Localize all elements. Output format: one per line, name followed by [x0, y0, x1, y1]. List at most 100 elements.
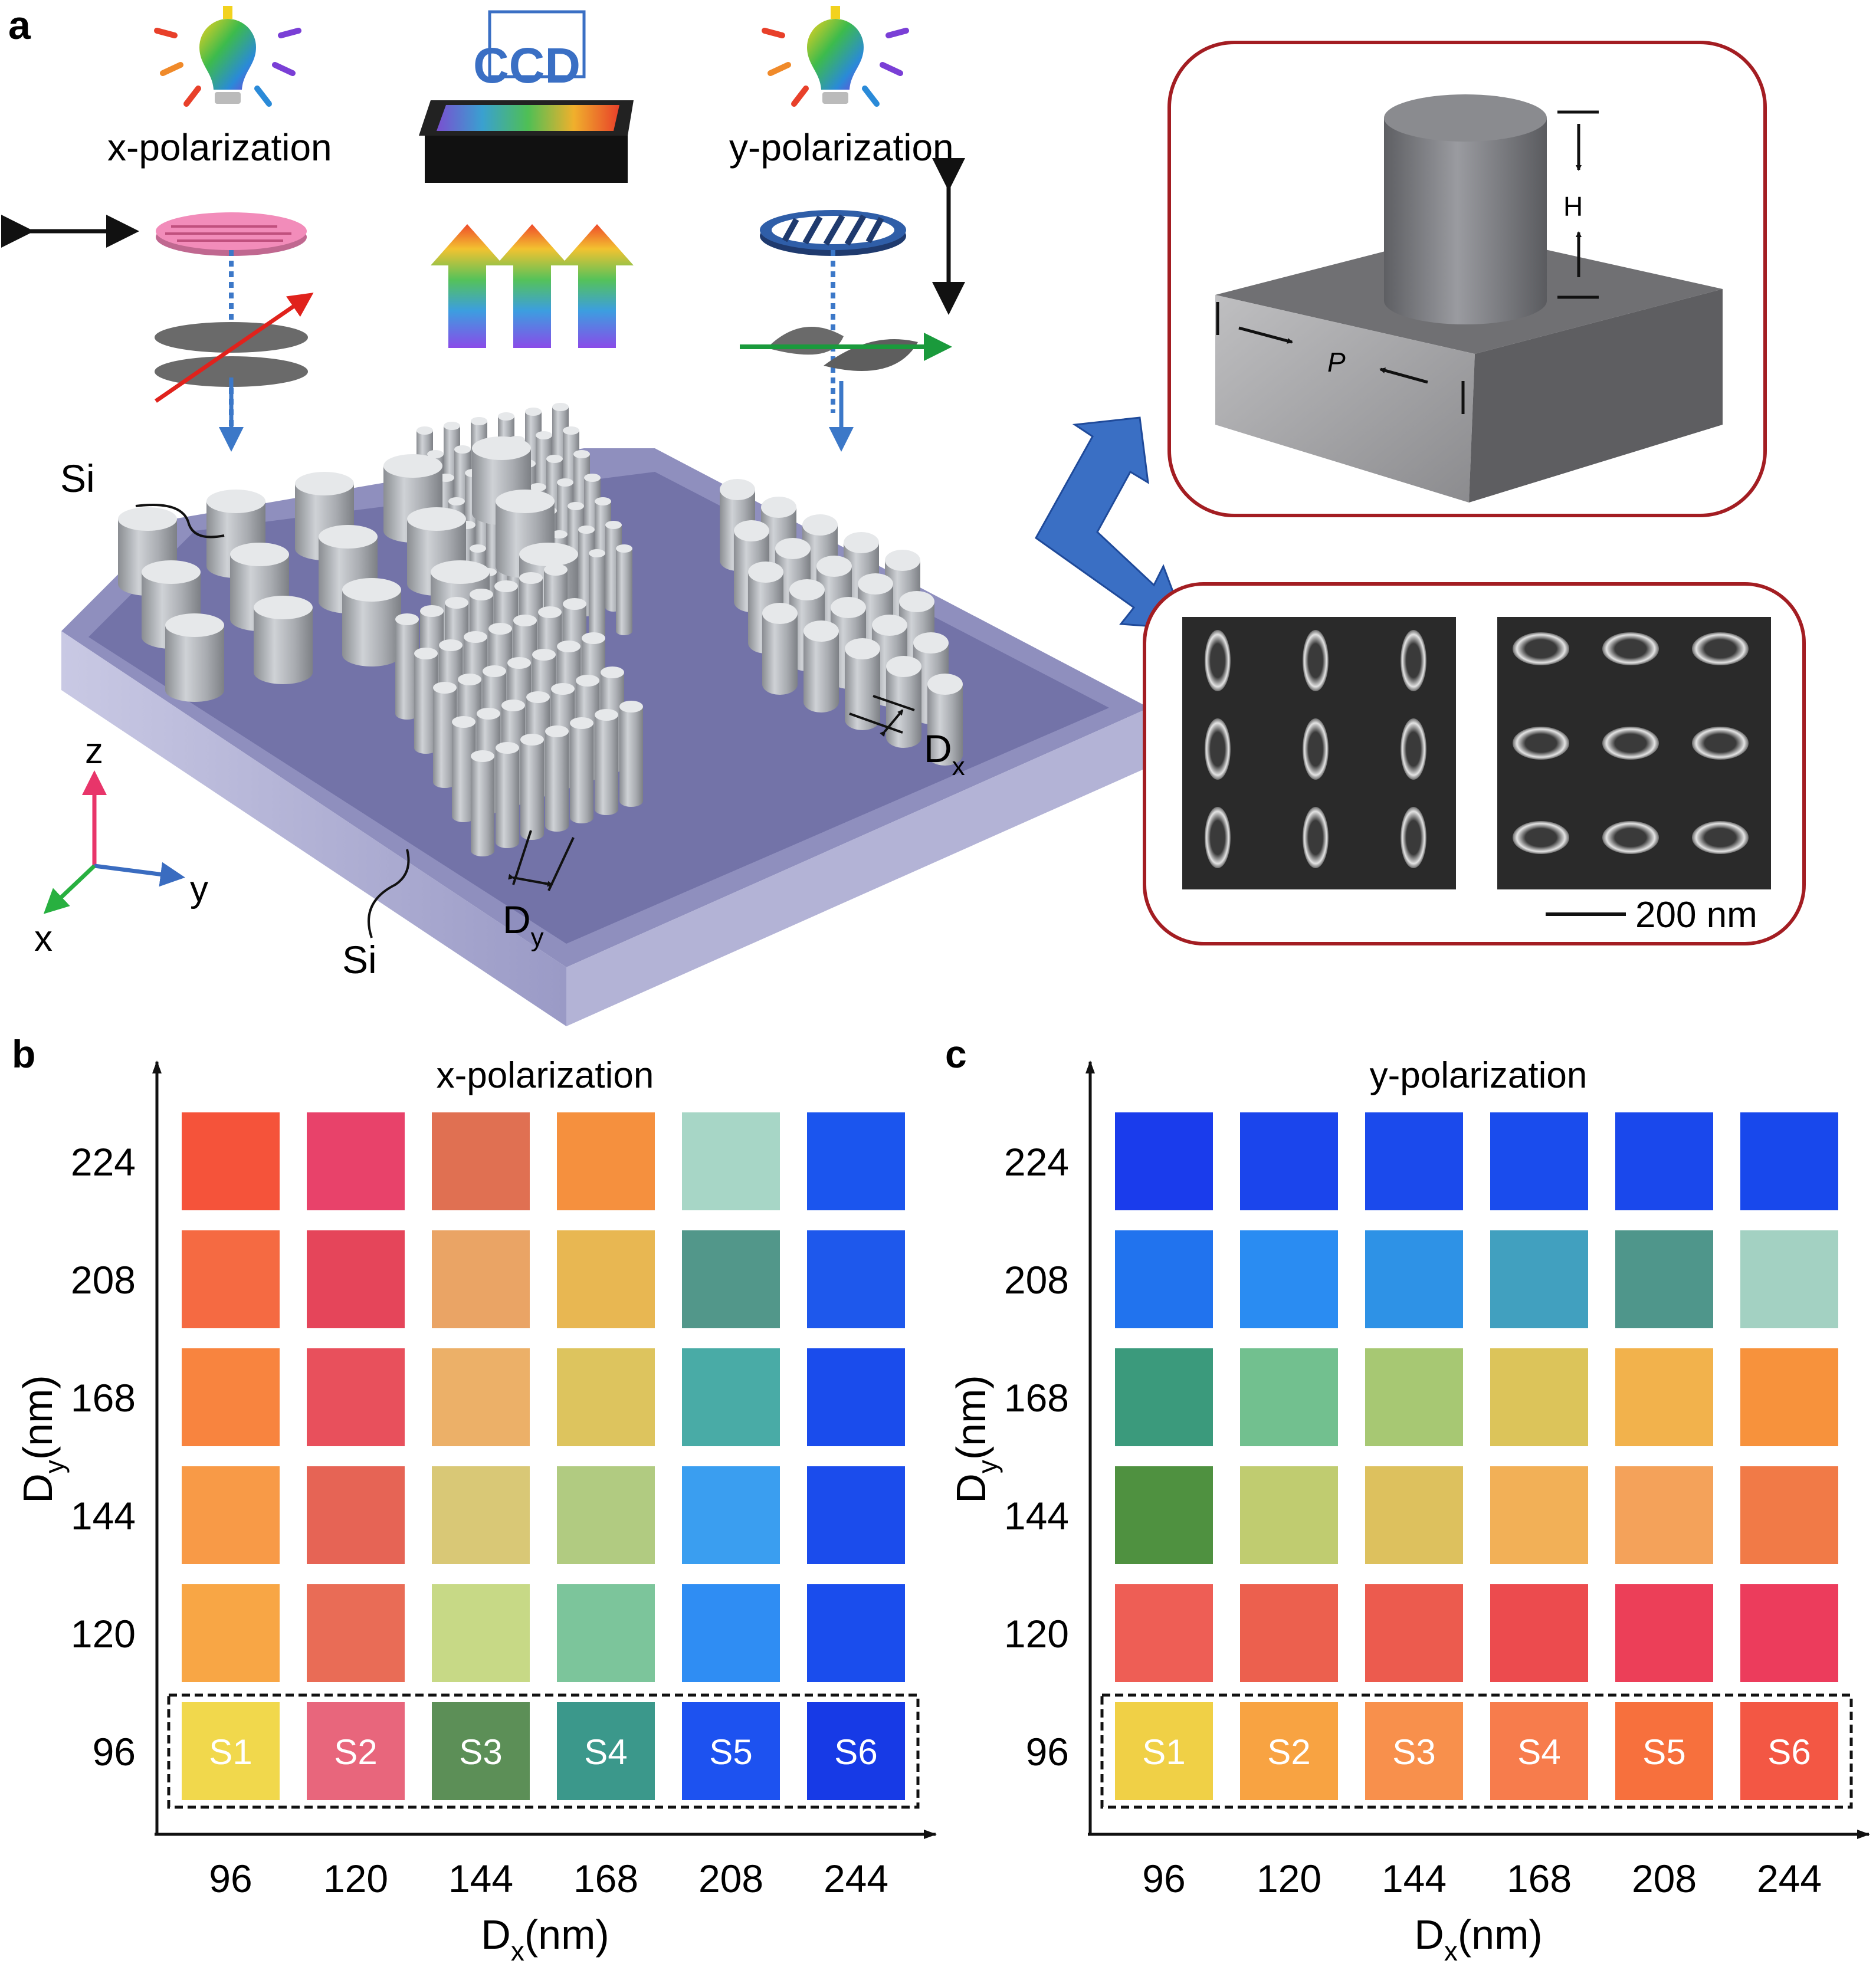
- x-tick-label: 120: [323, 1857, 388, 1900]
- light-bulb-left-icon: [154, 6, 301, 107]
- sem-pillar: [1602, 821, 1659, 854]
- color-swatch: [1365, 1230, 1463, 1328]
- color-swatch: [1365, 1348, 1463, 1446]
- panel-c-chart: c y-polarization S1 S2 S3 S4 S5 S6 224 208 168 144 1…: [945, 1032, 1870, 1966]
- color-swatch: [682, 1348, 780, 1446]
- nanopillar: [395, 613, 419, 720]
- nanopillar: [803, 620, 839, 712]
- sem-pillar: [1692, 632, 1749, 665]
- color-swatch: [1740, 1230, 1838, 1328]
- color-swatch: [1115, 1584, 1213, 1682]
- x-tick-label: 208: [1632, 1857, 1697, 1900]
- color-swatch: [432, 1702, 530, 1800]
- sem-pillar: [1401, 807, 1426, 868]
- color-swatch: [682, 1466, 780, 1564]
- y-tick-label: 96: [1026, 1730, 1069, 1774]
- sample-label: S3: [459, 1732, 502, 1772]
- x-tick-label: 96: [1142, 1857, 1185, 1900]
- y-tick-label: 96: [93, 1730, 136, 1774]
- color-swatch: [557, 1466, 655, 1564]
- y-polarization-label: y-polarization: [729, 126, 954, 169]
- color-swatch: [1740, 1584, 1838, 1682]
- highlight-box: [1100, 1693, 1853, 1809]
- color-swatch: [1615, 1466, 1713, 1564]
- inset-p-label: P: [1327, 347, 1346, 377]
- color-swatch: [1740, 1112, 1838, 1210]
- color-swatch: [1490, 1702, 1588, 1800]
- red-wave-arrow: [155, 293, 314, 403]
- sem-pillar: [1692, 821, 1749, 854]
- color-swatch: [182, 1466, 280, 1564]
- color-swatch: [557, 1584, 655, 1682]
- sem-pillar: [1205, 807, 1231, 868]
- y-tick-label: 144: [1004, 1494, 1069, 1538]
- waveplate-left-bottom: [155, 356, 308, 387]
- color-swatch: [1490, 1230, 1588, 1328]
- color-swatch: [1615, 1584, 1713, 1682]
- pink-polarizer-icon: [156, 212, 307, 256]
- sem-pillar: [1602, 632, 1659, 665]
- unit-cell-inset: H P: [1167, 41, 1767, 517]
- nanopillar: [520, 734, 544, 840]
- color-swatch: [1240, 1112, 1338, 1210]
- sample-label: S3: [1392, 1732, 1435, 1772]
- pillar-array: [118, 403, 963, 856]
- sample-label: S5: [1642, 1732, 1685, 1772]
- color-swatch: [807, 1112, 905, 1210]
- color-swatch: [1490, 1348, 1588, 1446]
- blue-polarizer-icon: [760, 210, 906, 256]
- sample-label: S1: [209, 1732, 252, 1772]
- dx-label: Dx: [924, 727, 965, 781]
- color-swatch: [1240, 1230, 1338, 1328]
- x-axis-label: Dx(nm): [1414, 1912, 1542, 1966]
- sample-label: S4: [584, 1732, 627, 1772]
- ccd-camera-icon: CCD: [419, 10, 634, 183]
- sem-pillar: [1692, 727, 1749, 760]
- color-swatch: [1115, 1230, 1213, 1328]
- sample-label: S1: [1142, 1732, 1185, 1772]
- color-swatch: [432, 1348, 530, 1446]
- color-swatch: [1365, 1112, 1463, 1210]
- color-swatch: [1115, 1466, 1213, 1564]
- axis-x-label: x: [34, 918, 53, 959]
- x-tick-label: 244: [1757, 1857, 1822, 1900]
- color-swatch: [1115, 1702, 1213, 1800]
- color-swatch: [807, 1348, 905, 1446]
- sample-label: S5: [709, 1732, 752, 1772]
- nanopillar: [589, 549, 605, 640]
- color-swatch: [307, 1348, 405, 1446]
- color-swatch: [1240, 1702, 1338, 1800]
- sem-pillar: [1401, 630, 1426, 691]
- sem-pillar: [1401, 718, 1426, 780]
- nanopillar: [616, 544, 632, 635]
- y-tick-label: 224: [1004, 1140, 1069, 1184]
- panel-a: a x-polarization CCD: [1, 3, 1806, 1026]
- x-polarization-label: x-polarization: [107, 126, 332, 169]
- nanopillar: [342, 578, 401, 666]
- si-bottom-label: Si: [342, 938, 377, 981]
- sem-pillar: [1602, 727, 1659, 760]
- color-swatch: [432, 1584, 530, 1682]
- y-tick-label: 168: [71, 1376, 136, 1420]
- color-swatch: [307, 1702, 405, 1800]
- x-tick-label: 120: [1257, 1857, 1321, 1900]
- color-swatch: [432, 1112, 530, 1210]
- y-tick-label: 224: [71, 1140, 136, 1184]
- color-swatch: [807, 1230, 905, 1328]
- color-swatch: [182, 1702, 280, 1800]
- sample-label: S6: [834, 1732, 877, 1772]
- sem-pillar: [1205, 630, 1231, 691]
- color-swatch: [1490, 1466, 1588, 1564]
- sample-label: S2: [1267, 1732, 1310, 1772]
- x-tick-label: 168: [573, 1857, 638, 1900]
- color-swatch: [807, 1466, 905, 1564]
- si-top-label: Si: [60, 457, 95, 500]
- sem-pillar: [1513, 632, 1569, 665]
- sem-pillar: [1513, 821, 1569, 854]
- nanopillar: [496, 742, 519, 848]
- sem-pillar: [1303, 718, 1329, 780]
- color-swatch: [1740, 1348, 1838, 1446]
- coordinate-axes: z y x: [34, 731, 208, 959]
- color-swatch: [1490, 1112, 1588, 1210]
- y-axis-label: Dy(nm): [15, 1375, 70, 1503]
